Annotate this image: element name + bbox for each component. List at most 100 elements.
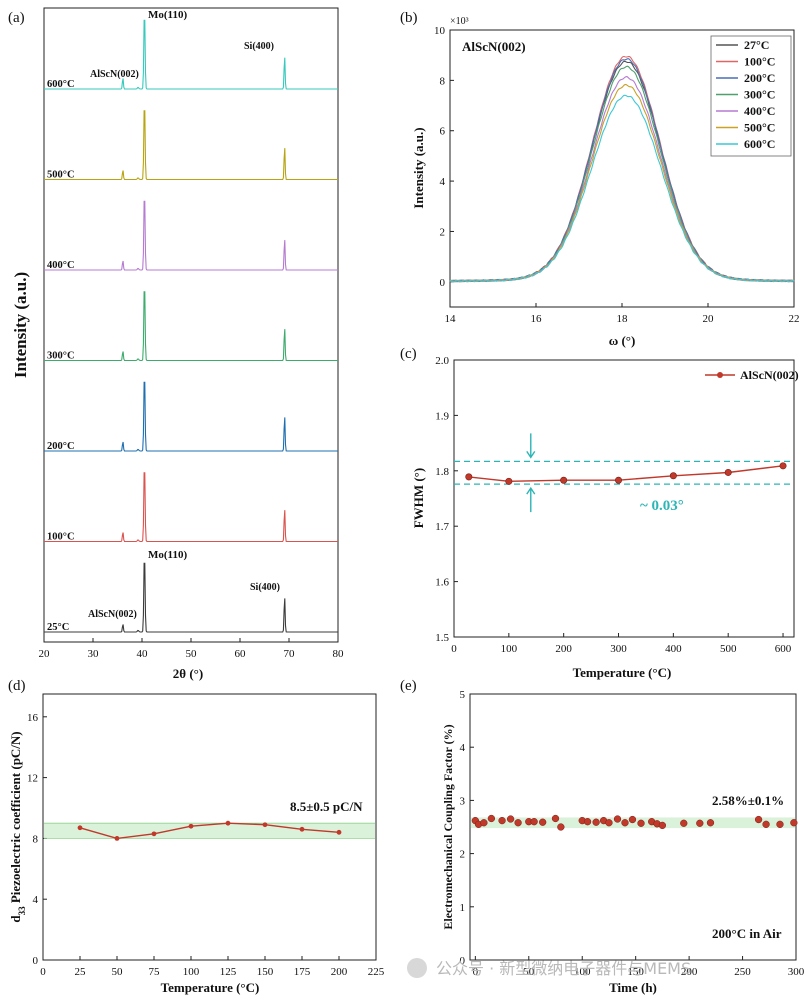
y-axis-c-tick-label: 1.9 — [435, 410, 449, 422]
panel-label-c: (c) — [400, 346, 417, 362]
k2-point — [539, 818, 547, 826]
k2-point — [551, 814, 560, 823]
arrow-down-icon-head — [526, 450, 536, 459]
fwhm-line — [468, 465, 784, 483]
xrd-curve-4 — [44, 200, 338, 271]
xrd-temperature-label: 100°C — [47, 532, 75, 543]
x-axis-a: 20 30 40 50 60 70 80 — [39, 638, 345, 660]
x-axis-e-tick-label: 0 — [473, 966, 479, 978]
k2-point — [762, 820, 770, 828]
fwhm-point — [615, 476, 623, 484]
k2-point — [557, 823, 565, 831]
xrd-temperature-label: 200°C — [47, 441, 75, 452]
y-axis-b-tick-label: 4 — [440, 176, 446, 188]
k2-value-label: 2.58%±0.1% — [712, 793, 784, 808]
k2-point — [680, 819, 688, 827]
xrd-curve-2 — [44, 381, 338, 452]
legend-label-b: 100°C — [744, 55, 775, 69]
panel-label-e: (e) — [400, 678, 417, 694]
y-axis-b-tick-label: 6 — [440, 126, 446, 138]
y-axis-d-tick-label: 16 — [27, 712, 39, 724]
legend-label-b: 500°C — [744, 121, 775, 135]
panel-label-a: (a) — [8, 10, 25, 26]
legend-label-c: AlScN(002) — [740, 368, 799, 382]
y-axis-d-tick-label: 0 — [33, 955, 39, 967]
watermark-text: 公众号 · 新型微纳电子器件与MEMS — [436, 959, 691, 978]
x-axis-b-tick-label: 20 — [703, 313, 715, 325]
legend-label-b: 400°C — [744, 104, 775, 118]
axes-c: 0 100 200 300 400 500 600 1.5 1.6 1.7 1.8 1.9 2.0 — [435, 355, 792, 655]
legend-label-b: 27°C — [744, 38, 769, 52]
x-axis-d-tick-label: 0 — [40, 966, 46, 978]
x-axis-a-tick-label: 70 — [284, 648, 296, 660]
y-axis-e-tick-label: 2 — [460, 849, 466, 861]
y-multiplier-b: ×10³ — [450, 16, 469, 27]
y-axis-e-tick-label: 0 — [460, 955, 466, 967]
fwhm-point — [724, 468, 732, 476]
plot-frame-d — [42, 693, 377, 961]
y-axis-b-tick-label: 8 — [440, 75, 446, 87]
x-axis-c-tick-label: 0 — [451, 643, 457, 655]
y-axis-e-tick-label: 1 — [460, 902, 466, 914]
panel-c: (c) 0 100 200 300 400 500 600 1.5 1.6 1.7 1.8 1.9 2.… — [400, 346, 799, 680]
peak-label-mo-top: Mo(110) — [148, 9, 187, 21]
xrd-curve-0 — [44, 562, 338, 633]
x-axis-c-tick-label: 300 — [610, 643, 627, 655]
y-axis-c-tick-label: 2.0 — [435, 355, 449, 367]
fwhm-variation-label: ~ 0.03° — [640, 498, 684, 514]
x-axis-b-tick-label: 18 — [617, 313, 629, 325]
x-axis-e-tick-label: 250 — [734, 966, 751, 978]
y-axis-title-c: FWHM (°) — [411, 468, 426, 528]
x-axis-c-tick-label: 500 — [720, 643, 737, 655]
k2-point — [605, 819, 613, 827]
legend-label-b: 300°C — [744, 88, 775, 102]
x-axis-a-tick-label: 80 — [333, 648, 345, 660]
y-axis-title-e: Electromechanical Coupling Factor (%) — [441, 724, 455, 929]
fwhm-point — [779, 462, 787, 470]
y-axis-c-tick-label: 1.8 — [435, 466, 449, 478]
plot-title-b: AlScN(002) — [462, 39, 526, 54]
xrd-curve-5 — [44, 110, 338, 181]
peak-label-si-top: Si(400) — [244, 41, 274, 52]
x-axis-title-e: Time (h) — [609, 980, 657, 995]
x-axis-title-c: Temperature (°C) — [573, 665, 672, 680]
y-axis-b-tick-label: 0 — [440, 277, 446, 289]
x-axis-e-tick-label: 150 — [627, 966, 644, 978]
y-axis-title-d-sub: 33 — [17, 906, 27, 916]
xrd-temperature-label: 400°C — [47, 260, 75, 271]
d33-point — [262, 822, 268, 828]
x-axis-a-tick-label: 20 — [39, 648, 51, 660]
xrd-temperature-label: 500°C — [47, 170, 75, 181]
x-axis-e-tick-label: 200 — [681, 966, 698, 978]
x-axis-c-tick-label: 600 — [775, 643, 792, 655]
legend-b — [710, 35, 792, 157]
x-axis-c-tick-label: 400 — [665, 643, 682, 655]
xrd-curves — [44, 19, 338, 633]
y-axis-e-tick-label: 4 — [460, 742, 466, 754]
peak-label-mo-bottom: Mo(110) — [148, 549, 187, 561]
k2-point — [498, 816, 506, 825]
fwhm-plot — [454, 433, 794, 513]
xrd-temperature-label: 600°C — [47, 79, 75, 90]
x-axis-d-tick-label: 175 — [294, 966, 311, 978]
y-axis-c-tick-label: 1.6 — [435, 577, 449, 589]
d33-point — [299, 826, 305, 832]
k2-point — [628, 815, 637, 824]
k2-point — [754, 815, 763, 824]
x-axis-a-tick-label: 60 — [235, 648, 247, 660]
x-axis-b-tick-label: 16 — [531, 313, 543, 325]
x-axis-d-tick-label: 75 — [149, 966, 161, 978]
panel-a: (a) 20 30 40 50 60 70 80 25°C 100°C 200°C 300°C 40… — [8, 7, 345, 681]
y-axis-e-tick-label: 3 — [460, 795, 466, 807]
fwhm-point — [465, 473, 473, 481]
x-axis-c-tick-label: 200 — [555, 643, 572, 655]
x-axis-d-tick-label: 150 — [257, 966, 274, 978]
x-axis-title-a: 2θ (°) — [173, 666, 203, 681]
k2-point — [530, 818, 538, 826]
legend-entries-b: 27°C 100°C 200°C 300°C 400°C 500°C 600°C — [716, 38, 775, 151]
k2-point — [487, 814, 496, 823]
x-axis-e-tick-label: 300 — [788, 966, 804, 978]
y-axis-c-tick-label: 1.7 — [435, 521, 449, 533]
k2-point — [592, 818, 600, 826]
